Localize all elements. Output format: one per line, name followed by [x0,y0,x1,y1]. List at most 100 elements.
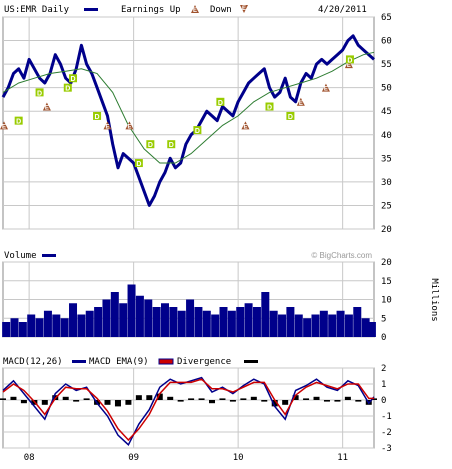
earnings-up-marker [134,159,143,168]
volume-bar [236,307,245,337]
price-tick-label: 25 [381,201,392,211]
earnings-down-marker-label: E [127,124,131,130]
earnings-down-marker [0,121,9,130]
earnings-up-marker [286,111,295,120]
x-tick-label: 09 [128,453,139,463]
volume-bar [244,303,253,337]
earnings-down-marker [321,83,330,92]
volume-bar [35,318,44,337]
volume-bar [194,307,203,337]
earnings-down-marker-label: E [324,87,328,93]
earnings-up-marker-label: D [288,114,293,121]
earnings-up-marker [216,97,225,106]
earnings-down-marker-label: E [2,124,6,130]
earnings-down-marker-label: E [299,101,303,107]
earnings-up-marker-label: D [195,128,200,135]
volume-bar [278,314,287,337]
volume-bar [52,314,61,337]
earnings-up-marker [93,111,102,120]
price-tick-label: 60 [381,37,392,47]
divergence-bar [41,400,48,405]
price-tick-label: 20 [381,225,392,235]
price-tick-label: 55 [381,60,392,70]
macd-line [2,376,375,447]
price-tick-label: 50 [381,84,392,94]
earnings-down-marker [241,121,250,130]
volume-bar [311,314,320,337]
divergence-bar [209,400,216,404]
volume-bar [303,318,312,337]
chart-date: 4/20/2011 [318,5,367,15]
earnings-up-marker [69,74,78,83]
volume-bar [135,295,144,337]
macd-tick-label: 1 [381,380,386,390]
volume-bar [328,314,337,337]
volume-bar [144,299,153,337]
volume-bar [160,303,169,337]
volume-bar [367,322,376,337]
divergence-bar [188,398,195,400]
price-tick-label: 45 [381,107,392,117]
earnings-up-marker-label: D [65,86,70,93]
earnings-up-marker-label: D [267,105,272,112]
divergence-bar [240,398,247,400]
earnings-up-marker-label: D [136,161,141,168]
earnings-down-marker-label: E [45,106,49,112]
divergence-bar [355,400,362,402]
volume-bar [119,303,128,337]
macd-tick-label: 0 [381,396,386,406]
earnings-up-marker-label: D [347,57,352,64]
volume-tick-label: 20 [381,258,392,268]
volume-bar [319,310,328,337]
x-tick-label: 10 [233,453,244,463]
volume-tick-label: 10 [381,296,392,306]
earnings-down-marker [42,102,51,111]
divergence-bar [73,400,80,402]
divergence-bar [10,396,17,400]
volume-title: Volume [4,251,37,261]
volume-bar [152,307,161,337]
volume-bar [219,307,228,337]
macd-tick-label: 2 [381,364,386,374]
earnings-up-marker-label: D [148,142,153,149]
volume-bar [18,322,27,337]
price-tick-label: 30 [381,178,392,188]
earnings-up-marker [193,126,202,135]
divergence-bar [62,396,69,400]
macd-tick-label: -3 [381,444,392,454]
divergence-bar [334,400,341,402]
volume-axis-label: Millions [429,278,439,321]
volume-bar [286,307,295,337]
volume-bar [202,310,211,337]
volume-bar [344,314,353,337]
volume-bar [127,284,136,337]
volume-tick-label: 15 [381,277,392,287]
volume-bar [252,307,261,337]
divergence-bar [114,400,121,407]
divergence-legend-label: Divergence [177,357,231,367]
macd-ema-legend-label: MACD EMA(9) [89,357,149,367]
earnings-down-marker-label: E [243,124,247,130]
volume-bar [227,310,236,337]
divergence-bar [219,398,226,400]
divergence-bar [125,400,132,405]
earnings-down-legend-icon: E [240,5,248,13]
macd-ema-legend-swatch [158,358,174,365]
volume-bar [77,314,86,337]
divergence-bar [303,398,310,400]
divergence-bar [250,396,257,400]
volume-bar [69,303,78,337]
earnings-up-label: Earnings Up [121,5,181,15]
price-panel [2,16,375,230]
divergence-bar [104,400,111,405]
divergence-bar [261,400,268,402]
divergence-bar [198,398,205,400]
volume-bar [102,299,111,337]
volume-bar [269,310,278,337]
x-tick-label: 08 [24,453,35,463]
divergence-bar [229,400,236,402]
symbol-label: US:EMR Daily [4,5,70,15]
earnings-down-marker-label: E [105,124,109,130]
